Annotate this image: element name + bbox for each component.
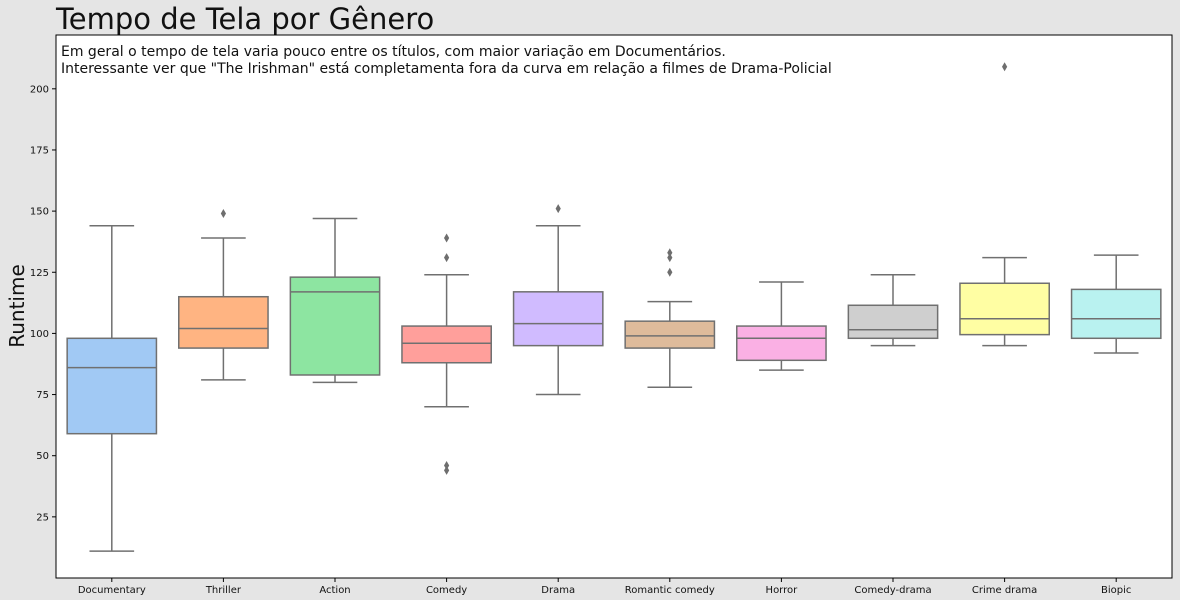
box-thriller	[178, 209, 269, 381]
box-series	[66, 62, 1162, 552]
box-body	[959, 282, 1050, 336]
x-tick-label: Drama	[541, 585, 575, 596]
outlier-point	[667, 248, 673, 258]
outlier-point	[220, 209, 226, 219]
outlier-point	[444, 233, 450, 243]
box-body	[512, 291, 604, 347]
y-tick-label: 200	[30, 84, 49, 95]
y-tick-label: 75	[36, 390, 49, 401]
chart-title: Tempo de Tela por Gênero	[56, 2, 435, 36]
y-tick-label: 125	[30, 268, 49, 279]
box-drama	[512, 204, 604, 396]
x-tick-label: Biopic	[1101, 585, 1131, 596]
chart-annotation-line-2: Interessante ver que "The Irishman" está…	[61, 61, 832, 77]
y-tick-label: 50	[36, 451, 49, 462]
box-crime-drama	[959, 62, 1050, 347]
box-body	[736, 325, 827, 362]
box-documentary	[66, 225, 158, 552]
box-body	[1070, 288, 1162, 340]
box-body	[847, 304, 939, 340]
outlier-point	[1002, 62, 1008, 72]
outlier-point	[444, 460, 450, 470]
x-tick-label: Comedy-drama	[854, 585, 931, 596]
box-action	[289, 217, 381, 384]
x-tick-label: Crime drama	[972, 585, 1037, 596]
outlier-point	[667, 253, 673, 263]
box-comedy-drama	[847, 273, 939, 347]
outlier-point	[555, 204, 561, 214]
y-tick-label: 150	[30, 207, 49, 218]
box-horror	[736, 281, 827, 371]
x-tick-label: Romantic comedy	[625, 585, 715, 596]
chart-annotation-line-1: Em geral o tempo de tela varia pouco ent…	[61, 44, 726, 60]
x-tick-label: Thriller	[205, 585, 242, 596]
outlier-point	[444, 253, 450, 263]
box-body	[66, 337, 158, 435]
box-body	[401, 325, 492, 364]
box-body	[178, 295, 269, 349]
box-body	[289, 276, 381, 376]
outlier-point	[667, 267, 673, 277]
x-axis: Documentary Thriller Action Comedy Drama Roma…	[78, 578, 1131, 596]
box-comedy	[401, 233, 492, 475]
x-tick-label: Action	[319, 585, 350, 596]
outlier-point	[444, 465, 450, 475]
y-tick-label: 175	[30, 145, 49, 156]
box-body	[624, 320, 716, 349]
box-biopic	[1070, 254, 1162, 354]
box-romantic-comedy	[624, 248, 716, 388]
y-tick-label: 25	[36, 512, 49, 523]
y-axis-label: Runtime	[5, 264, 29, 348]
y-axis: 25 50 75 100 125 150 175 200	[30, 84, 56, 523]
x-tick-label: Documentary	[78, 585, 146, 596]
x-tick-label: Horror	[766, 585, 799, 596]
y-tick-label: 100	[30, 329, 49, 340]
x-tick-label: Comedy	[426, 585, 467, 596]
